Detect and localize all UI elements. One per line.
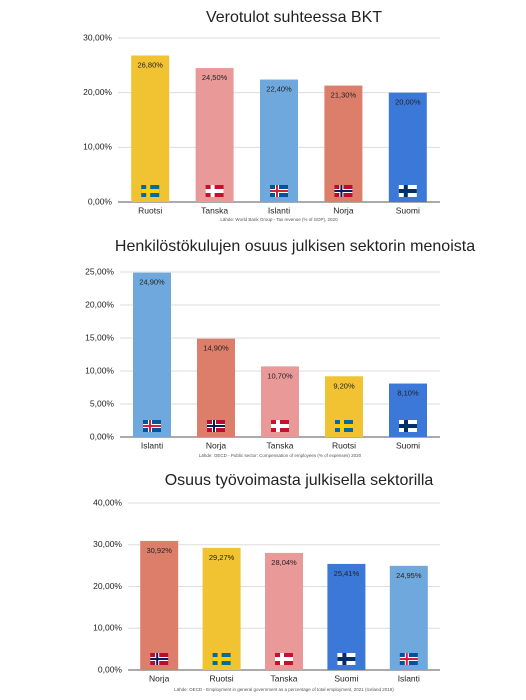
- value-label: 25,41%: [334, 569, 360, 578]
- value-label: 10,70%: [267, 371, 293, 380]
- flag-cross: [150, 658, 169, 660]
- y-tick-label: 30,00%: [83, 32, 112, 42]
- bar: [265, 552, 303, 670]
- value-label: 28,04%: [271, 558, 297, 567]
- chart-title: Verotulot suhteessa BKT: [206, 9, 382, 26]
- y-tick-label: 40,00%: [93, 497, 122, 507]
- y-tick-label: 10,00%: [93, 623, 122, 633]
- flag-cross: [270, 190, 288, 192]
- bar: [388, 92, 427, 202]
- value-label: 22,40%: [266, 85, 292, 94]
- value-label: 20,00%: [395, 98, 421, 107]
- x-tick-label: Tanska: [271, 673, 298, 683]
- value-label: 29,27%: [209, 553, 235, 562]
- y-tick-label: 15,00%: [85, 332, 114, 342]
- flag-cross: [340, 185, 343, 197]
- x-tick-label: Tanska: [201, 205, 228, 215]
- flag-cross: [143, 425, 161, 427]
- chart-title: Osuus työvoimasta julkisella sektorilla: [165, 472, 434, 489]
- x-tick-label: Islanti: [398, 673, 420, 683]
- y-tick-label: 10,00%: [85, 365, 114, 375]
- x-tick-label: Suomi: [334, 673, 358, 683]
- y-tick-label: 0,00%: [98, 664, 123, 674]
- flag-cross: [399, 658, 418, 660]
- value-label: 24,95%: [396, 571, 422, 580]
- flag-cross: [156, 653, 159, 665]
- x-tick-label: Islanti: [268, 205, 290, 215]
- y-tick-label: 5,00%: [90, 398, 115, 408]
- bar: [327, 563, 366, 670]
- y-tick-label: 30,00%: [93, 539, 122, 549]
- flag-cross: [276, 185, 278, 197]
- flag-cross: [334, 190, 353, 192]
- bar: [260, 79, 298, 202]
- x-tick-label: Ruotsi: [332, 440, 356, 450]
- x-tick-label: Norja: [333, 205, 354, 215]
- x-tick-label: Islanti: [141, 440, 163, 450]
- source-note: Lähde: World Bank Group - Tax revenue (%…: [220, 217, 338, 222]
- source-note: Lähde: OECD - Employment in general gove…: [174, 687, 394, 692]
- source-note: Lähde: OECD - Public sector: Compensatio…: [199, 453, 362, 458]
- flag-cross: [210, 185, 215, 197]
- bar: [389, 565, 428, 670]
- bar: [195, 68, 234, 202]
- flag-cross: [217, 653, 222, 665]
- value-label: 24,50%: [202, 73, 228, 82]
- value-label: 24,90%: [139, 278, 165, 287]
- flag-cross: [404, 420, 408, 432]
- x-tick-label: Tanska: [267, 440, 294, 450]
- y-tick-label: 0,00%: [90, 431, 115, 441]
- flag-cross: [146, 185, 151, 197]
- flag-cross: [403, 185, 408, 197]
- flag-cross: [207, 425, 225, 427]
- x-tick-label: Norja: [206, 440, 227, 450]
- x-tick-label: Norja: [149, 673, 170, 683]
- y-tick-label: 10,00%: [83, 142, 112, 152]
- y-tick-label: 20,00%: [85, 299, 114, 309]
- flag-cross: [213, 420, 215, 432]
- y-tick-label: 20,00%: [83, 87, 112, 97]
- bar: [133, 272, 171, 437]
- flag-cross: [340, 420, 344, 432]
- y-tick-label: 25,00%: [85, 266, 114, 276]
- value-label: 14,90%: [203, 344, 229, 353]
- bar: [324, 85, 363, 202]
- flag-cross: [405, 653, 408, 665]
- bar: [131, 55, 170, 202]
- value-label: 30,92%: [146, 546, 172, 555]
- value-label: 9,20%: [333, 381, 355, 390]
- x-tick-label: Suomi: [396, 440, 420, 450]
- flag-cross: [276, 420, 280, 432]
- value-label: 21,30%: [331, 91, 357, 100]
- value-label: 8,10%: [397, 389, 419, 398]
- bar: [202, 547, 241, 670]
- x-tick-label: Suomi: [396, 205, 420, 215]
- y-tick-label: 0,00%: [88, 196, 113, 206]
- y-tick-label: 20,00%: [93, 581, 122, 591]
- flag-cross: [280, 653, 284, 665]
- x-tick-label: Ruotsi: [138, 205, 162, 215]
- flag-cross: [149, 420, 151, 432]
- chart-title: Henkilöstökulujen osuus julkisen sektori…: [115, 238, 475, 255]
- value-label: 26,80%: [137, 60, 163, 69]
- flag-cross: [342, 653, 347, 665]
- x-tick-label: Ruotsi: [210, 673, 234, 683]
- bar: [140, 540, 179, 670]
